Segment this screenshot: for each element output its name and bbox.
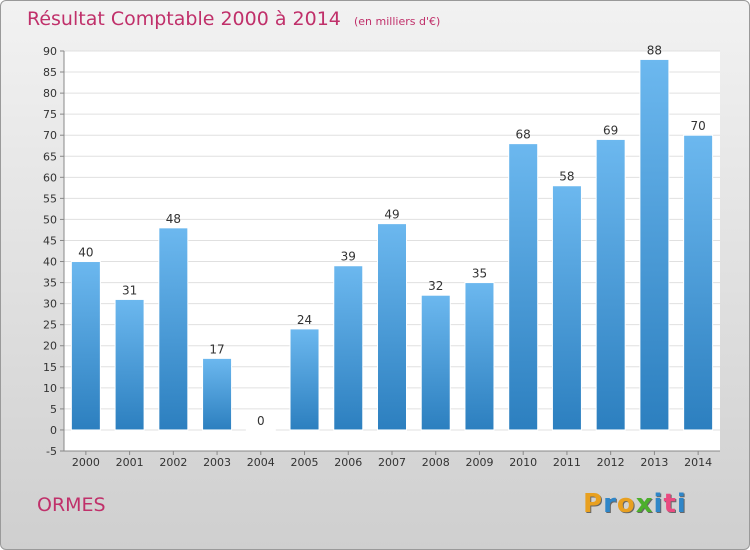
y-tick-label: 35 [43,277,57,290]
bar [377,223,407,431]
y-tick-label: 10 [43,382,57,395]
logo-letter: P [583,489,604,519]
bar [595,138,626,431]
bar [683,134,714,431]
logo-letter: x [635,489,654,519]
y-tick-label: 60 [43,171,57,184]
data-label: 68 [516,128,531,142]
y-tick-label: 15 [43,361,57,374]
proxiti-logo: Proxiti [583,489,687,519]
data-label: 88 [647,43,662,57]
bar [289,328,320,431]
bar [202,357,233,431]
data-label: 70 [690,119,705,133]
x-tick-label: 2012 [597,456,625,469]
x-tick-label: 2010 [509,456,537,469]
x-tick-label: 2008 [422,456,450,469]
y-tick-label: 50 [43,213,57,226]
commune-name: ORMES [37,494,106,516]
y-tick-label: 45 [43,234,57,247]
x-tick-label: 2011 [553,456,581,469]
data-label: 58 [559,170,574,184]
y-tick-label: 20 [43,340,57,353]
data-label: 69 [603,123,618,137]
logo-letter: r [603,489,617,519]
bar [508,143,539,431]
logo-letter: t [663,489,677,519]
x-tick-label: 2006 [334,456,362,469]
logo-letter: o [616,489,636,519]
y-tick-label: 55 [43,192,57,205]
x-tick-label: 2003 [203,456,231,469]
y-tick-label: 85 [43,66,57,79]
data-label: 31 [122,283,137,297]
bar [420,294,451,431]
bar [464,282,495,431]
data-label: 24 [297,313,312,327]
y-tick-label: 25 [43,319,57,332]
x-tick-label: 2009 [465,456,493,469]
y-tick-label: 5 [50,403,57,416]
y-tick-label: 30 [43,298,57,311]
bar [70,261,101,431]
x-tick-label: 2004 [247,456,275,469]
bar [639,58,670,431]
data-label: 0 [257,414,265,428]
chart-title: Résultat Comptable 2000 à 2014 [27,8,341,30]
data-label: 48 [166,212,181,226]
chart-subtitle: (en milliers d'€) [353,15,441,28]
x-tick-label: 2013 [640,456,668,469]
bar [245,429,276,432]
bar [114,298,145,431]
y-tick-label: 80 [43,87,57,100]
y-tick-label: -5 [46,445,57,458]
x-tick-label: 2000 [72,456,100,469]
x-tick-label: 2001 [116,456,144,469]
logo-letter: i [676,489,687,519]
data-label: 40 [78,246,93,260]
data-label: 32 [428,279,443,293]
y-tick-label: 40 [43,256,57,269]
data-label: 35 [472,267,487,281]
data-label: 39 [341,250,356,264]
y-tick-label: 70 [43,129,57,142]
x-tick-label: 2005 [291,456,319,469]
y-tick-label: 75 [43,108,57,121]
bar [158,227,189,431]
bar [551,185,582,431]
data-label: 49 [384,208,399,222]
x-tick-label: 2014 [684,456,712,469]
logo-letter: i [653,489,664,519]
y-tick-label: 90 [43,45,57,58]
y-tick-label: 0 [50,424,57,437]
x-tick-label: 2007 [378,456,406,469]
x-tick-label: 2002 [159,456,187,469]
title-block: Résultat Comptable 2000 à 2014 (en milli… [27,8,440,30]
y-tick-label: 65 [43,150,57,163]
data-label: 17 [209,342,224,356]
bar [333,265,364,431]
